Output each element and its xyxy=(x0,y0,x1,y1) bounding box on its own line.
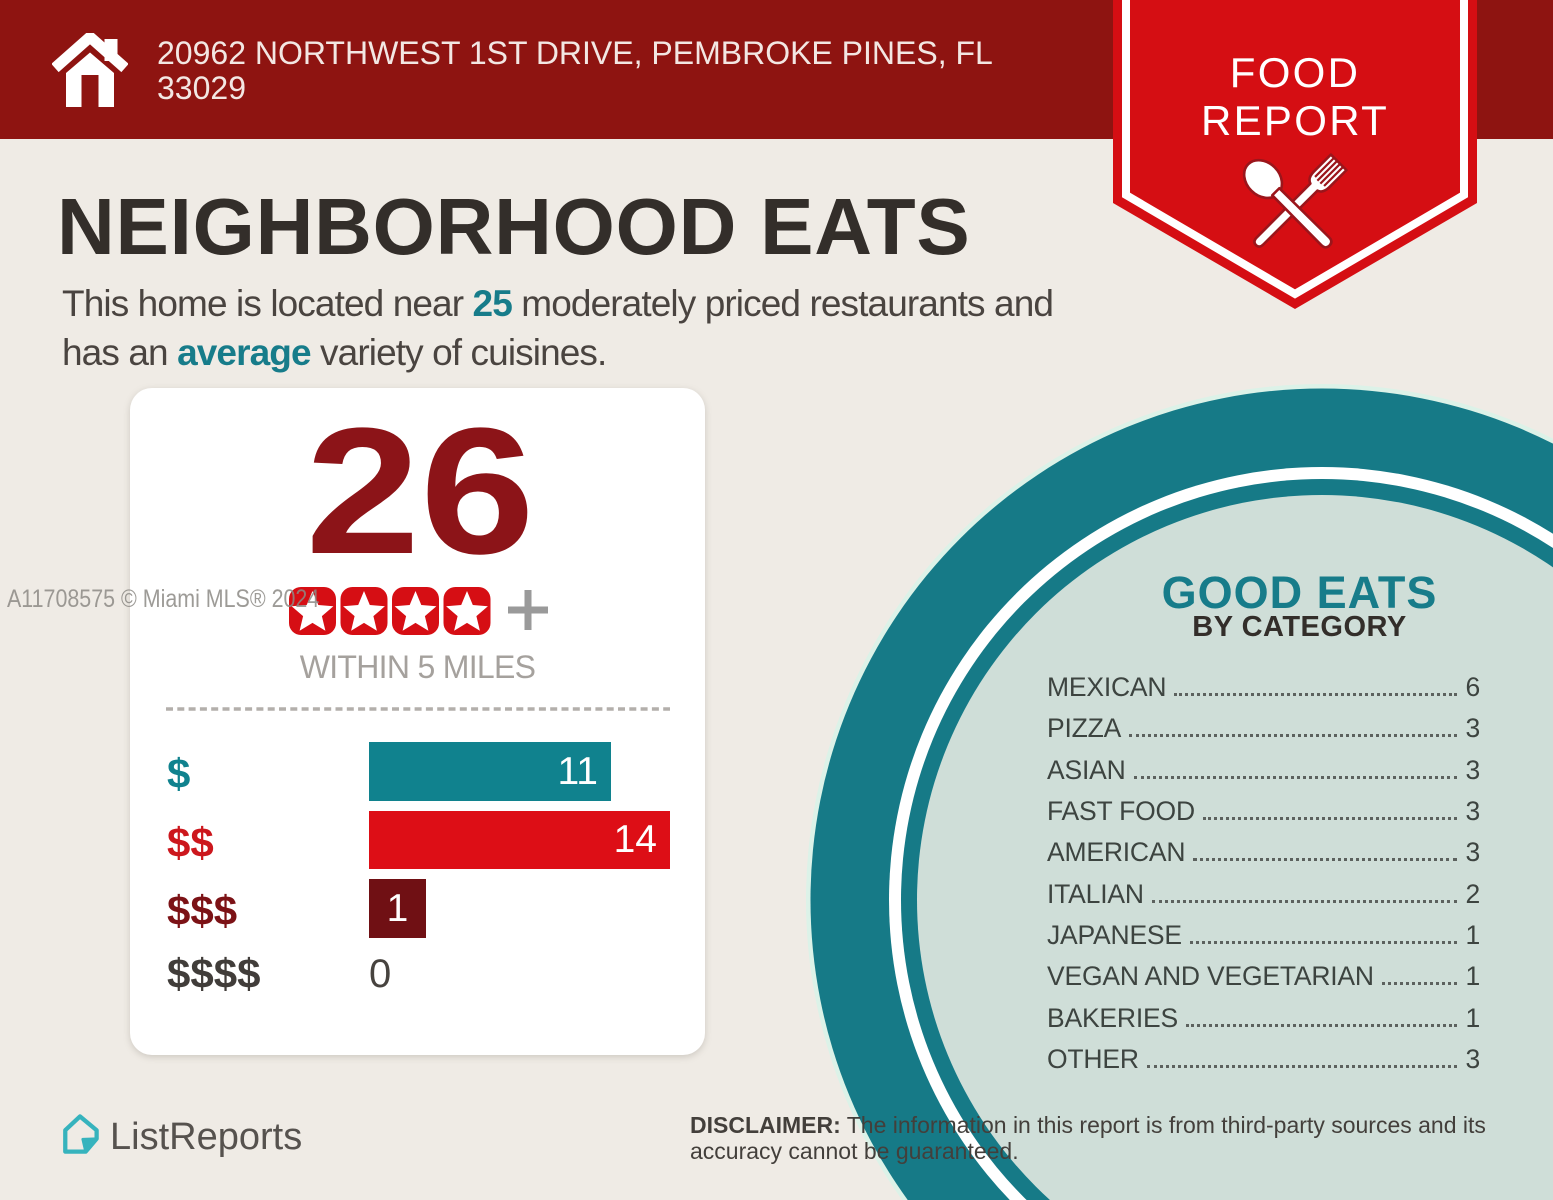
svg-text:REPORT: REPORT xyxy=(1201,97,1389,144)
svg-text:FOOD: FOOD xyxy=(1230,49,1361,96)
